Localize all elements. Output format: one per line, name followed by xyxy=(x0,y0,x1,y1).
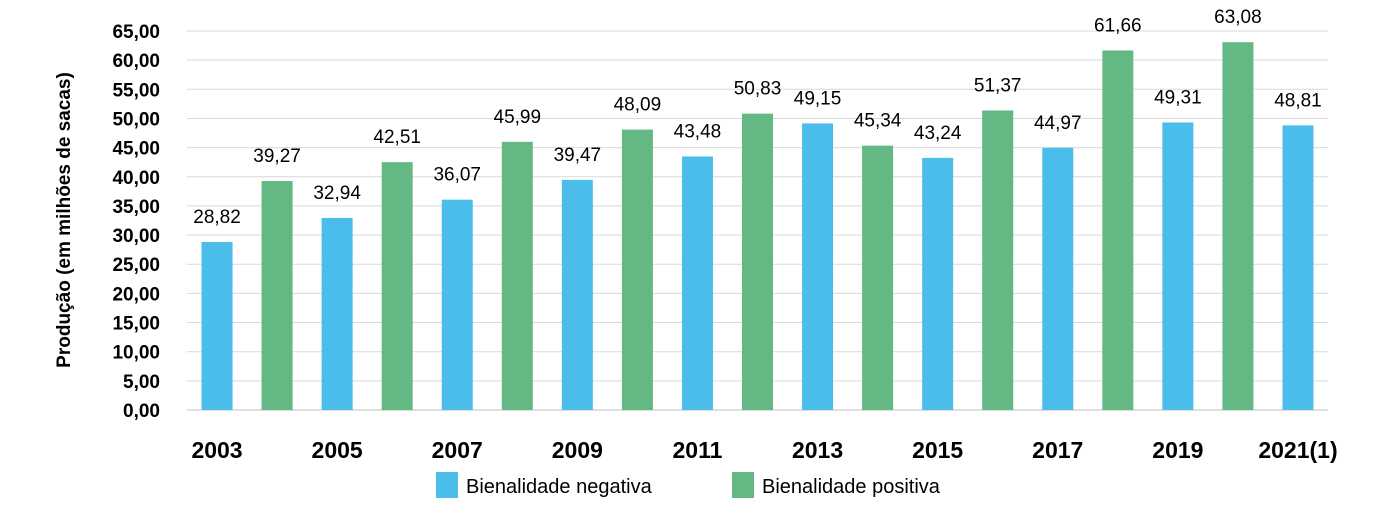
bar-2007 xyxy=(441,199,473,410)
bar-2011 xyxy=(681,156,713,410)
y-tick-label: 45,00 xyxy=(112,139,160,160)
y-tick-label: 10,00 xyxy=(112,343,160,364)
y-tick-label: 30,00 xyxy=(112,226,160,247)
bar-2008 xyxy=(501,141,533,410)
y-tick-label: 0,00 xyxy=(123,401,160,422)
x-tick-label: 2015 xyxy=(912,437,963,463)
data-label: 51,37 xyxy=(974,75,1022,96)
bar-2012 xyxy=(742,113,773,410)
data-label: 45,34 xyxy=(854,111,902,132)
bar-2020 xyxy=(1222,42,1254,411)
legend-label-negativa: Bienalidade negativa xyxy=(466,476,653,498)
y-tick-label: 60,00 xyxy=(112,51,160,72)
bar-2009 xyxy=(561,179,593,410)
bar-2014 xyxy=(862,145,894,410)
y-tick-label: 50,00 xyxy=(112,109,160,130)
data-label: 49,15 xyxy=(794,88,842,109)
legend-label-positiva: Bienalidade positiva xyxy=(762,476,941,498)
data-label: 50,83 xyxy=(734,79,782,100)
x-tick-label: 2013 xyxy=(792,437,843,463)
y-tick-label: 20,00 xyxy=(112,284,160,305)
bar-2004 xyxy=(261,181,293,410)
y-tick-label: 65,00 xyxy=(112,22,160,43)
data-label: 36,07 xyxy=(433,165,481,186)
bar-2018 xyxy=(1102,50,1134,411)
y-tick-label: 25,00 xyxy=(112,255,160,276)
x-tick-label: 2003 xyxy=(191,437,242,463)
data-label: 49,31 xyxy=(1154,87,1202,108)
x-tick-label: 2009 xyxy=(552,437,603,463)
bar-2010 xyxy=(621,129,653,410)
x-tick-label: 2017 xyxy=(1032,437,1083,463)
x-tick-label: 2011 xyxy=(672,437,722,463)
data-label: 43,24 xyxy=(914,123,962,144)
bar-2006 xyxy=(381,162,413,410)
x-axis-ticks: 2003 2005 2007 2009 2011 2013 2015 2017 2019 2021… xyxy=(191,437,1337,463)
data-label: 39,27 xyxy=(253,146,301,167)
x-tick-label: 2007 xyxy=(432,437,483,463)
y-tick-label: 15,00 xyxy=(112,314,160,335)
data-label: 44,97 xyxy=(1034,113,1082,134)
bar-2003 xyxy=(201,241,233,410)
bar-2013 xyxy=(802,123,834,410)
bars xyxy=(201,42,1314,411)
data-label: 32,94 xyxy=(313,183,361,204)
x-tick-label: 2005 xyxy=(312,437,363,463)
data-label: 43,48 xyxy=(674,121,722,142)
x-tick-label: 2021(1) xyxy=(1258,437,1337,463)
data-labels: 28,82 39,27 32,94 42,51 36,07 45,99 39,47 48,09… xyxy=(193,7,1321,228)
legend-swatch-negativa xyxy=(436,472,458,498)
x-tick-label: 2019 xyxy=(1152,437,1203,463)
y-tick-label: 35,00 xyxy=(112,197,160,218)
y-axis-title: Produção (em milhões de sacas) xyxy=(54,72,75,368)
y-axis-ticks: 0,00 5,00 10,00 15,00 20,00 25,00 30,00 35,00 40… xyxy=(112,22,160,422)
data-label: 42,51 xyxy=(373,127,421,148)
y-tick-label: 55,00 xyxy=(112,80,160,101)
legend: Bienalidade negativa Bienalidade positiv… xyxy=(436,472,941,498)
bar-2015 xyxy=(922,157,954,410)
data-label: 48,81 xyxy=(1274,90,1322,111)
legend-swatch-positiva xyxy=(732,472,754,498)
bar-2019 xyxy=(1162,122,1194,410)
data-label: 28,82 xyxy=(193,207,241,228)
bar-2016 xyxy=(982,110,1014,410)
data-label: 61,66 xyxy=(1094,15,1142,36)
bar-2021(1) xyxy=(1282,125,1314,411)
data-label: 39,47 xyxy=(554,145,602,166)
bar-2017 xyxy=(1042,147,1074,410)
y-tick-label: 5,00 xyxy=(123,372,160,393)
y-tick-label: 40,00 xyxy=(112,168,160,189)
bar-2005 xyxy=(321,217,353,410)
data-label: 45,99 xyxy=(494,107,542,128)
data-label: 48,09 xyxy=(614,95,662,116)
data-label: 63,08 xyxy=(1214,7,1262,28)
